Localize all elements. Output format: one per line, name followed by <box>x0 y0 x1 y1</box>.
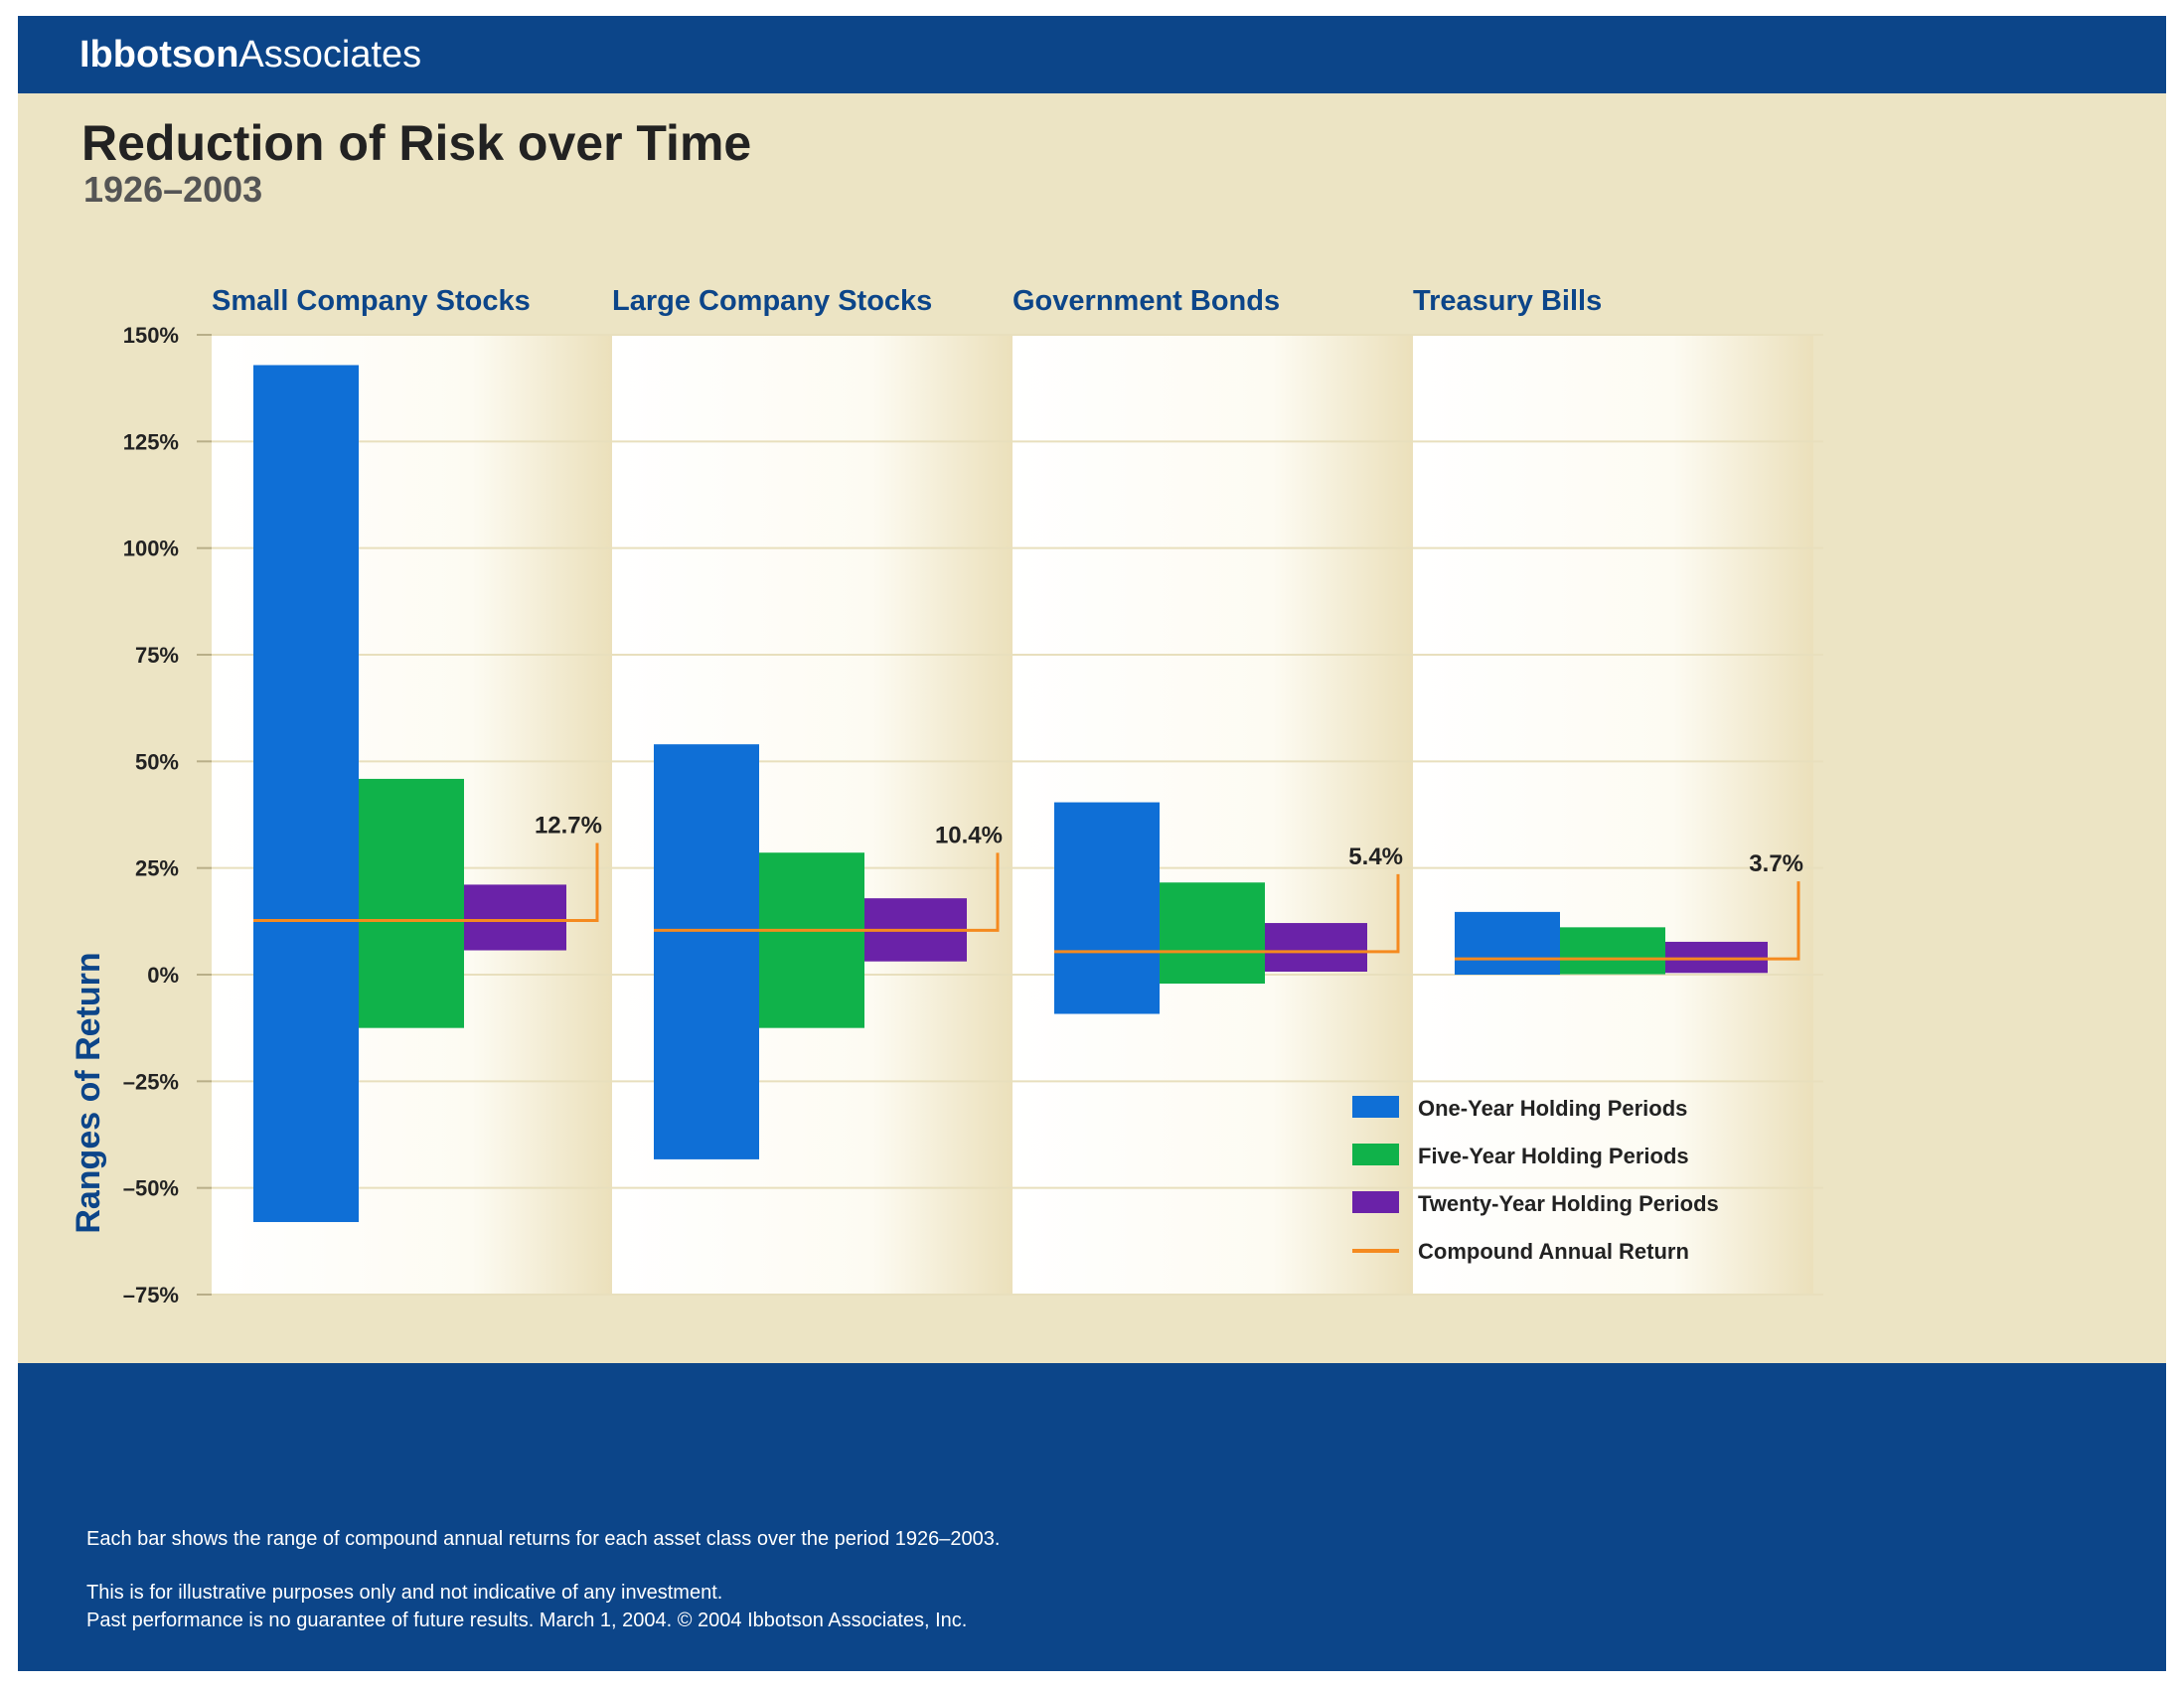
y-tick-label: –75% <box>123 1283 179 1307</box>
one-year-bar <box>1455 911 1560 975</box>
compound-return-line <box>253 843 599 922</box>
y-axis-label: Ranges of Return <box>70 952 107 1233</box>
brand-bold-text: Ibbotson <box>79 34 239 76</box>
page-title: Reduction of Risk over Time <box>81 115 752 171</box>
twenty-year-bar <box>1265 923 1367 972</box>
twenty-year-bar <box>464 884 566 951</box>
one-year-bar <box>253 365 359 1223</box>
header-band <box>18 16 2166 93</box>
footnote-disclaimer: This is for illustrative purposes only a… <box>86 1582 723 1604</box>
compound-return-line <box>654 852 1000 932</box>
legend-label: Five-Year Holding Periods <box>1418 1144 1689 1168</box>
legend-label: Compound Annual Return <box>1418 1239 1689 1264</box>
y-tick-label: 75% <box>135 643 179 668</box>
five-year-bar <box>359 778 464 1028</box>
panel-title: Large Company Stocks <box>612 285 932 317</box>
five-year-bar <box>1560 927 1665 975</box>
footnote-copyright: Past performance is no guarantee of futu… <box>86 1610 968 1631</box>
legend-label: Twenty-Year Holding Periods <box>1418 1191 1719 1216</box>
y-tick-label: 150% <box>123 323 179 348</box>
footer-band <box>18 1363 2166 1671</box>
compound-return-label: 3.7% <box>1749 850 1803 877</box>
compound-return-line <box>1455 881 1800 961</box>
panel-title: Government Bonds <box>1013 285 1280 317</box>
five-year-bar <box>1160 882 1265 985</box>
twenty-year-bar <box>1665 941 1768 974</box>
brand-logo: IbbotsonAssociates <box>79 34 421 77</box>
legend-label: One-Year Holding Periods <box>1418 1096 1687 1121</box>
one-year-bar <box>1054 802 1160 1014</box>
compound-return-label: 12.7% <box>535 812 602 839</box>
page-subtitle: 1926–2003 <box>83 169 263 210</box>
compound-return-line <box>1054 873 1400 954</box>
y-tick-label: –25% <box>123 1069 179 1094</box>
panel-background <box>1413 335 1813 1295</box>
panel-title: Treasury Bills <box>1413 285 1602 317</box>
y-tick-label: 25% <box>135 856 179 881</box>
panel-title: Small Company Stocks <box>212 285 531 317</box>
legend-swatch <box>1352 1096 1399 1118</box>
y-tick-label: 50% <box>135 749 179 774</box>
brand-light-text: Associates <box>238 34 422 76</box>
y-tick-label: 100% <box>123 537 179 561</box>
y-tick-label: 125% <box>123 429 179 454</box>
legend-swatch <box>1352 1191 1399 1213</box>
compound-return-label: 10.4% <box>935 822 1003 848</box>
legend-swatch <box>1352 1144 1399 1165</box>
five-year-bar <box>759 852 864 1028</box>
y-tick-label: 0% <box>147 963 179 988</box>
one-year-bar <box>654 744 759 1159</box>
compound-return-label: 5.4% <box>1348 844 1403 870</box>
footnote-description: Each bar shows the range of compound ann… <box>86 1528 1001 1550</box>
y-tick-label: –50% <box>123 1176 179 1201</box>
